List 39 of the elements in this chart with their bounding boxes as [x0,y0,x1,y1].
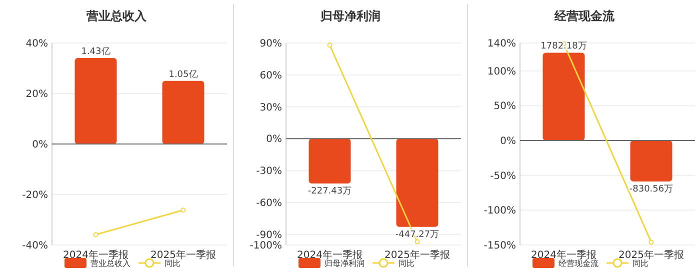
legend-label: 归母净利润 [324,259,364,268]
chart-title: 归母净利润 [320,9,380,23]
y-tick-label: 140% [487,38,516,50]
y-tick-label: 90% [260,38,282,50]
y-tick-label: -100% [484,206,516,217]
y-tick-label: 30% [260,102,282,114]
category-label: 2024年一季报 [63,250,128,261]
category-label: 2025年一季报 [150,250,216,261]
data-label: -227.43万 [308,186,352,197]
legend-label: 同比 [398,259,414,268]
chart-title: 经营现金流 [554,9,616,23]
y-tick-label: 40% [26,38,48,50]
y-tick-label: 0% [500,136,516,148]
y-tick-label: -150% [484,240,516,252]
category-label: 2024年一季报 [297,250,362,261]
category-label: 2025年一季报 [618,250,684,261]
y-tick-label: -100% [250,240,282,252]
data-label: 1.43亿 [81,46,110,58]
category-label: 2024年一季报 [531,250,596,261]
y-tick-label: 50% [494,101,516,112]
y-tick-label: -60% [256,198,282,209]
y-tick-label: -90% [256,230,282,241]
y-tick-label: 100% [487,66,516,78]
chart-title: 营业总收入 [86,9,148,23]
legend-label: 经营现金流 [558,259,598,268]
y-tick-label: 0% [32,140,48,150]
legend-label: 同比 [164,259,180,268]
y-tick-label: 20% [26,89,48,100]
category-label: 2025年一季报 [384,250,450,261]
data-label: -830.56万 [629,184,674,194]
data-label: 1.05亿 [168,68,198,80]
y-tick-label: -20% [22,190,48,201]
y-tick-label: -30% [256,166,282,178]
y-tick-label: -50% [490,170,516,182]
y-tick-label: 60% [260,70,282,82]
legend-label: 营业总收入 [90,259,130,268]
legend-label: 同比 [632,259,648,268]
y-tick-label: -40% [22,240,48,252]
y-tick-label: 0% [266,134,282,146]
